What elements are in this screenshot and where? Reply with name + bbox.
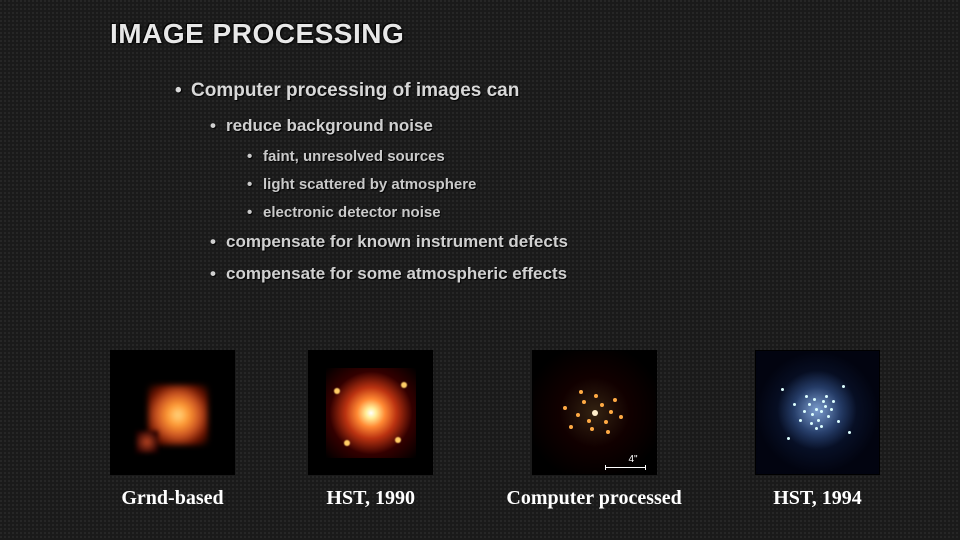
bullet-l1: •Computer processing of images can bbox=[175, 80, 915, 102]
bullet-l2: •compensate for known instrument defects bbox=[210, 232, 915, 252]
image-col: HST, 1994 bbox=[755, 350, 880, 509]
bullet-text: electronic detector noise bbox=[263, 204, 441, 221]
bullet-l3: •light scattered by atmosphere bbox=[247, 176, 915, 193]
thumb-hst-1990 bbox=[308, 350, 433, 475]
image-caption: HST, 1990 bbox=[326, 487, 415, 509]
bullet-text: light scattered by atmosphere bbox=[263, 176, 476, 193]
slide-title: IMAGE PROCESSING bbox=[110, 18, 404, 50]
bullet-l2: •reduce background noise bbox=[210, 116, 915, 136]
bullet-l3: •electronic detector noise bbox=[247, 204, 915, 221]
bullet-text: Computer processing of images can bbox=[191, 80, 519, 101]
bullet-text: faint, unresolved sources bbox=[263, 148, 445, 165]
thumb-hst-1994 bbox=[755, 350, 880, 475]
bullet-text: compensate for known instrument defects bbox=[226, 232, 568, 251]
bullet-text: reduce background noise bbox=[226, 116, 433, 135]
bullet-l2: •compensate for some atmospheric effects bbox=[210, 264, 915, 284]
images-row: Grnd-based HST, 1990 4" Computer bbox=[110, 350, 880, 509]
image-caption: Grnd-based bbox=[121, 487, 223, 509]
thumb-computer-processed: 4" bbox=[532, 350, 657, 475]
image-caption: Computer processed bbox=[506, 487, 681, 509]
image-col: 4" Computer processed bbox=[506, 350, 681, 509]
thumb-grnd-based bbox=[110, 350, 235, 475]
bullet-l3: •faint, unresolved sources bbox=[247, 148, 915, 165]
bullet-list: •Computer processing of images can •redu… bbox=[175, 80, 915, 296]
image-col: HST, 1990 bbox=[308, 350, 433, 509]
scalebar-label: 4" bbox=[628, 454, 637, 465]
image-caption: HST, 1994 bbox=[773, 487, 862, 509]
image-col: Grnd-based bbox=[110, 350, 235, 509]
bullet-text: compensate for some atmospheric effects bbox=[226, 264, 567, 283]
